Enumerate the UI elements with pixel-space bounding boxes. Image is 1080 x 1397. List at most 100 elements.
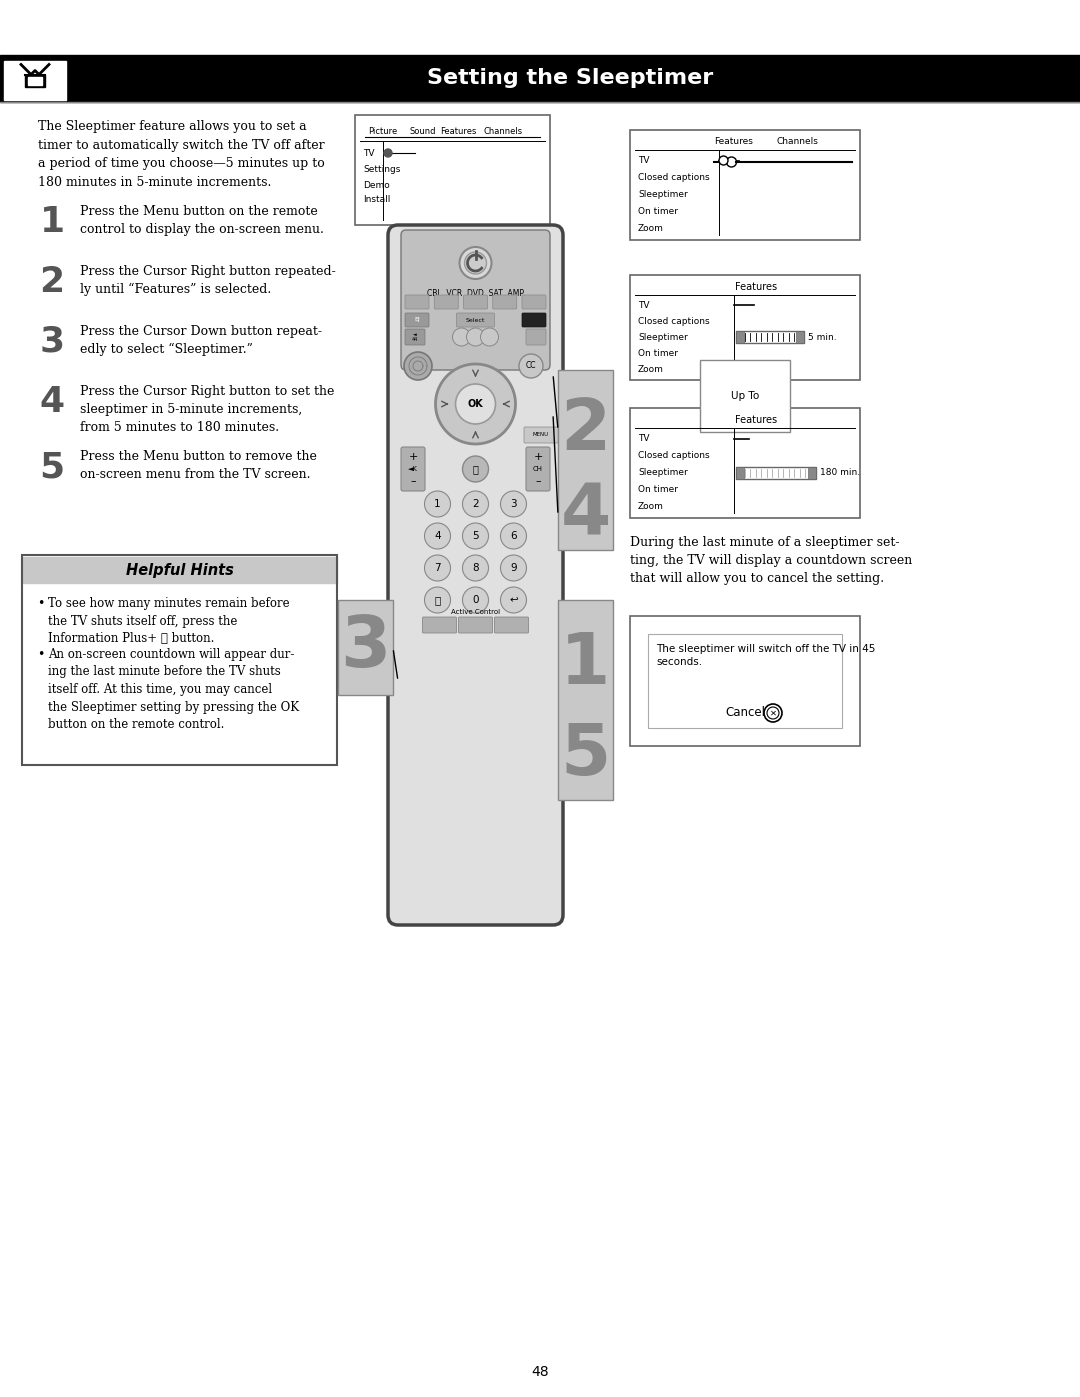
Circle shape <box>467 328 485 346</box>
Text: 5: 5 <box>561 721 610 789</box>
Text: •: • <box>37 597 44 610</box>
Text: Sleeptimer: Sleeptimer <box>638 190 688 198</box>
FancyBboxPatch shape <box>388 225 563 925</box>
Text: Features: Features <box>714 137 753 147</box>
Bar <box>22 555 337 766</box>
Text: Settings: Settings <box>363 165 401 175</box>
Bar <box>0 54 1080 102</box>
Bar <box>796 331 804 344</box>
Bar <box>355 115 550 225</box>
Text: Cancel: Cancel <box>725 707 765 719</box>
Text: Press the Cursor Down button repeat-
edly to select “Sleeptimer.”: Press the Cursor Down button repeat- edl… <box>80 326 322 356</box>
Text: Setting the Sleeptimer: Setting the Sleeptimer <box>427 68 713 88</box>
FancyBboxPatch shape <box>405 330 426 345</box>
Text: ◄K: ◄K <box>408 467 418 472</box>
Text: 6: 6 <box>510 531 517 541</box>
Bar <box>25 74 45 87</box>
Text: 4: 4 <box>40 386 65 419</box>
Text: CC: CC <box>526 362 537 370</box>
Text: 48: 48 <box>531 1365 549 1379</box>
Text: 1: 1 <box>40 205 65 239</box>
Text: 2: 2 <box>472 499 478 509</box>
FancyBboxPatch shape <box>524 427 558 443</box>
FancyBboxPatch shape <box>459 617 492 633</box>
Text: The Sleeptimer feature allows you to set a
timer to automatically switch the TV : The Sleeptimer feature allows you to set… <box>38 120 325 189</box>
Bar <box>735 331 804 344</box>
Text: Active Control: Active Control <box>451 609 500 615</box>
Circle shape <box>462 455 488 482</box>
Text: 3: 3 <box>510 499 517 509</box>
FancyBboxPatch shape <box>522 295 546 309</box>
Text: 4: 4 <box>561 481 610 549</box>
FancyBboxPatch shape <box>422 617 457 633</box>
FancyBboxPatch shape <box>405 313 429 327</box>
Text: During the last minute of a sleeptimer set-
ting, the TV will display a countdow: During the last minute of a sleeptimer s… <box>630 536 913 585</box>
FancyBboxPatch shape <box>522 313 546 327</box>
Text: MENU: MENU <box>532 433 549 437</box>
FancyBboxPatch shape <box>401 447 426 490</box>
Bar <box>28 77 42 84</box>
Circle shape <box>462 587 488 613</box>
Circle shape <box>764 704 782 722</box>
Text: Zoom: Zoom <box>638 365 664 373</box>
Text: 4: 4 <box>434 531 441 541</box>
FancyBboxPatch shape <box>526 447 550 490</box>
FancyBboxPatch shape <box>405 295 429 309</box>
Circle shape <box>767 707 779 719</box>
Text: –: – <box>536 476 541 486</box>
Text: 2: 2 <box>561 395 610 464</box>
Bar <box>630 275 860 380</box>
Text: 1: 1 <box>434 499 441 509</box>
Circle shape <box>453 328 471 346</box>
Text: 3: 3 <box>340 613 390 683</box>
FancyBboxPatch shape <box>526 330 546 345</box>
Text: Press the Cursor Right button repeated-
ly until “Features” is selected.: Press the Cursor Right button repeated- … <box>80 265 336 296</box>
Circle shape <box>500 490 527 517</box>
Bar <box>4 61 66 101</box>
Text: Sleeptimer: Sleeptimer <box>638 332 688 341</box>
Text: TV: TV <box>638 156 649 165</box>
Text: 0: 0 <box>472 595 478 605</box>
Text: OK: OK <box>468 400 484 409</box>
Text: Select: Select <box>465 317 485 323</box>
Text: Up To: Up To <box>731 391 759 401</box>
Circle shape <box>435 365 515 444</box>
Circle shape <box>481 328 499 346</box>
Text: Features: Features <box>735 282 778 292</box>
Text: Closed captions: Closed captions <box>638 451 710 460</box>
FancyBboxPatch shape <box>492 295 516 309</box>
Text: 2: 2 <box>40 265 65 299</box>
FancyBboxPatch shape <box>457 313 495 327</box>
Text: 5: 5 <box>472 531 478 541</box>
Text: Zoom: Zoom <box>638 502 664 511</box>
Bar <box>648 634 842 728</box>
Text: Features: Features <box>440 127 476 137</box>
Text: Sound: Sound <box>409 127 436 137</box>
Circle shape <box>424 490 450 517</box>
Text: 1: 1 <box>561 630 610 700</box>
Text: ◄
44: ◄ 44 <box>411 331 418 342</box>
FancyBboxPatch shape <box>495 617 528 633</box>
Circle shape <box>462 490 488 517</box>
Bar <box>338 599 393 694</box>
Circle shape <box>424 555 450 581</box>
Text: The sleeptimer will switch off the TV in 45
seconds.: The sleeptimer will switch off the TV in… <box>656 644 876 668</box>
Circle shape <box>500 555 527 581</box>
Text: Closed captions: Closed captions <box>638 317 710 326</box>
Circle shape <box>500 587 527 613</box>
Text: Demo: Demo <box>363 180 390 190</box>
FancyBboxPatch shape <box>401 231 550 370</box>
Bar <box>558 599 613 800</box>
Text: Install: Install <box>363 196 390 204</box>
Text: Press the Menu button to remove the
on-screen menu from the TV screen.: Press the Menu button to remove the on-s… <box>80 450 316 481</box>
Text: Press the Menu button on the remote
control to display the on-screen menu.: Press the Menu button on the remote cont… <box>80 205 324 236</box>
Text: Closed captions: Closed captions <box>638 173 710 182</box>
Bar <box>630 616 860 746</box>
Bar <box>735 467 815 479</box>
Circle shape <box>719 156 728 165</box>
Circle shape <box>424 587 450 613</box>
Text: Features: Features <box>735 415 778 425</box>
Text: –: – <box>410 476 416 486</box>
Bar <box>735 467 743 479</box>
Circle shape <box>459 247 491 279</box>
